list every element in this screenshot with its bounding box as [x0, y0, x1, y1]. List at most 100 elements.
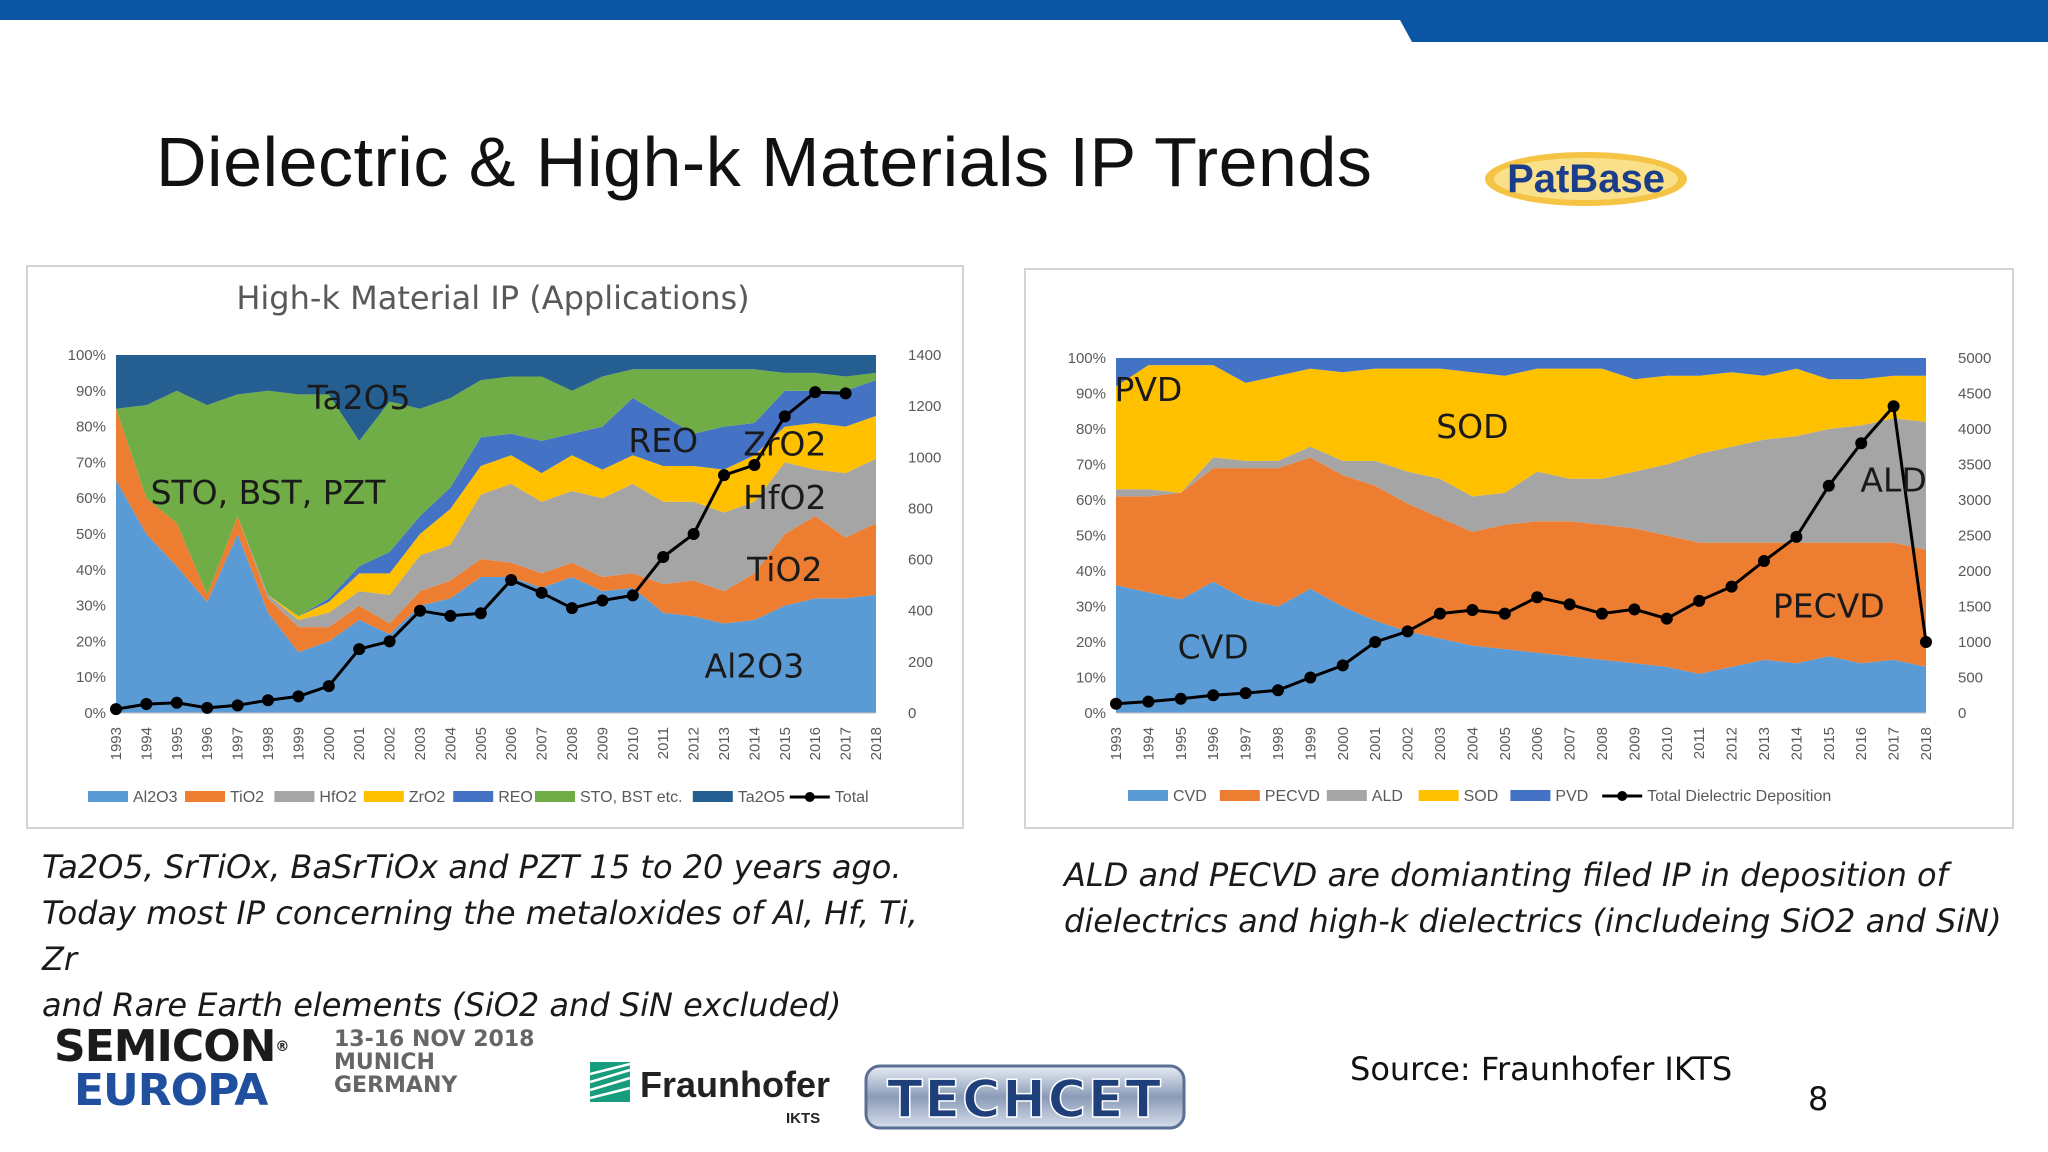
total-marker [201, 701, 214, 714]
y-left-tick-label: 60% [1076, 492, 1106, 509]
area-label-reo: REO [628, 421, 698, 460]
area-label-pvd: PVD [1114, 370, 1182, 409]
y-right-tick-label: 1000 [908, 449, 941, 466]
x-tick-label: 2012 [686, 727, 703, 760]
total-marker [505, 574, 518, 587]
x-tick-label: 1994 [1140, 727, 1157, 760]
legend-swatch-zro2 [363, 791, 404, 802]
y-left-tick-label: 10% [76, 669, 106, 686]
x-tick-label: 2015 [777, 727, 794, 760]
legend-swatch-sod [1418, 790, 1459, 801]
registered-mark: ® [275, 1039, 289, 1055]
x-tick-label: 2008 [564, 727, 581, 760]
fraunhofer-institute: IKTS [786, 1110, 821, 1127]
y-right-tick-label: 1200 [908, 398, 941, 415]
total-marker [535, 586, 548, 599]
total-marker [1434, 607, 1446, 620]
y-right-tick-label: 500 [1958, 670, 1983, 687]
x-tick-label: 1998 [1270, 727, 1287, 760]
area-label-zro2: ZrO2 [743, 425, 826, 464]
legend-label-pvd: PVD [1555, 788, 1588, 805]
y-left-tick-label: 40% [76, 562, 106, 579]
total-marker [1401, 625, 1414, 638]
x-tick-label: 2016 [807, 727, 824, 760]
legend-swatch-tio2 [185, 791, 225, 802]
total-marker [110, 703, 122, 716]
event-city: MUNICH [334, 1050, 435, 1075]
chart-dielectric-deposition: 0% 10% 20% 30% 40% 50% 60% 70% 80% 90% 100% 0 500 100… [1068, 350, 1992, 805]
x-tick-label: 2004 [442, 727, 459, 760]
x-tick-label: 1996 [1205, 727, 1222, 760]
semicon-word: SEMICON [54, 1021, 276, 1072]
total-marker [1660, 612, 1673, 625]
total-marker [474, 607, 487, 620]
x-tick-label: 2018 [1918, 727, 1935, 760]
area-label-ta2o5: Ta2O5 [307, 378, 411, 417]
chart-panel-deposition: 0% 10% 20% 30% 40% 50% 60% 70% 80% 90% 100% 0 500 100… [1024, 268, 2014, 829]
area-label-cvd: CVD [1178, 627, 1249, 666]
x-tick-label: 1999 [1302, 727, 1319, 760]
caption-line: Ta2O5, SrTiOx, BaSrTiOx and PZT 15 to 20… [42, 848, 902, 886]
y-right-tick-label: 0 [908, 705, 916, 722]
legend-label-ta2o5: Ta2O5 [738, 789, 785, 806]
total-marker [1498, 607, 1511, 620]
legend-swatch-al2o3 [88, 791, 128, 802]
x-tick-label: 2016 [1853, 727, 1870, 760]
y-right-tick-label: 4000 [1958, 421, 1991, 438]
page-number: 8 [1808, 1080, 1829, 1118]
legend-label-total: Total Dielectric Deposition [1647, 788, 1831, 805]
area-label-layer: Ta2O5 STO, BST, PZT REO ZrO2 HfO2 TiO2 Al2O3 [151, 378, 827, 685]
top-brand-bar [0, 0, 2048, 42]
total-marker [1336, 659, 1349, 672]
total-marker [1531, 591, 1544, 604]
total-marker [1207, 689, 1220, 702]
y-left-tick-label: 80% [1076, 421, 1106, 438]
chart-title: High-k Material IP (Applications) [236, 279, 749, 317]
legend-label-zro2: ZrO2 [409, 789, 446, 806]
x-tick-label: 2017 [1886, 727, 1903, 760]
x-tick-label: 2014 [1788, 727, 1805, 760]
total-marker [687, 528, 700, 540]
total-marker [566, 602, 578, 615]
total-marker [1628, 603, 1641, 616]
total-marker [444, 609, 457, 622]
area-label-tio2: TiO2 [746, 550, 822, 589]
total-marker [596, 594, 609, 607]
techcet-logo: TECHCET [864, 1064, 1186, 1131]
total-marker [1725, 580, 1738, 593]
source-note: Source: Fraunhofer IKTS [1350, 1050, 1733, 1088]
total-marker [1369, 636, 1382, 648]
legend-label-reo: REO [498, 789, 533, 806]
legend: CVD PECVD ALD SOD PVD Total Dielectric Deposi… [1128, 788, 1831, 805]
x-tick-label: 1995 [169, 727, 186, 760]
legend-label-total: Total [835, 789, 869, 806]
x-tick-label: 1995 [1173, 727, 1190, 760]
legend-swatch-ald [1326, 790, 1367, 801]
y-left-tick-label: 30% [1076, 599, 1106, 616]
area-series-ta2o5 [116, 355, 876, 441]
fraunhofer-mark-icon [590, 1062, 631, 1102]
legend-label-cvd: CVD [1173, 788, 1207, 805]
legend-swatch-pvd [1510, 790, 1551, 801]
y-right-tick-label: 4500 [1958, 386, 1991, 403]
total-marker [1887, 400, 1900, 413]
y-left-tick-label: 80% [76, 419, 106, 436]
total-marker [1466, 604, 1479, 617]
x-tick-label: 2001 [351, 727, 368, 760]
total-marker [140, 698, 153, 711]
total-marker [292, 690, 305, 703]
total-marker [1174, 692, 1187, 705]
x-tick-label: 2013 [1756, 727, 1773, 760]
legend-swatch-sto-bst-etc [535, 791, 575, 802]
legend-swatch-ta2o5 [692, 791, 733, 802]
area-label-sod: SOD [1436, 407, 1508, 446]
x-tick-label: 2017 [838, 727, 855, 760]
y-left-tick-label: 50% [1076, 528, 1106, 545]
total-marker [353, 643, 366, 656]
caption-line: Today most IP concerning the metaloxides… [42, 894, 918, 978]
y-right-tick-label: 0 [1958, 705, 1966, 722]
total-marker [383, 635, 396, 648]
area-series-cvd [1116, 581, 1926, 713]
x-tick-label: 2006 [1529, 727, 1546, 760]
x-tick-label: 2006 [503, 727, 520, 760]
